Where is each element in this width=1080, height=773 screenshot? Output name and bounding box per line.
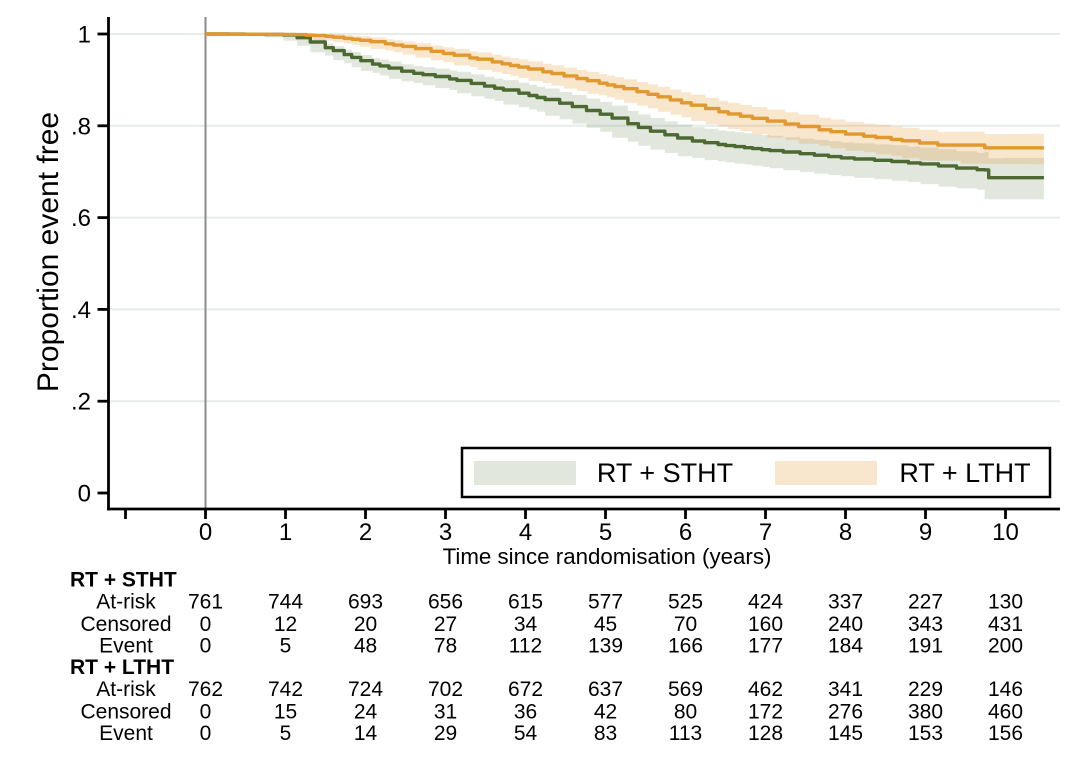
svg-text:RT + STHT: RT + STHT xyxy=(597,458,733,488)
svg-text:337: 337 xyxy=(828,591,863,614)
svg-text:20: 20 xyxy=(354,613,377,636)
svg-text:276: 276 xyxy=(828,701,863,724)
svg-text:672: 672 xyxy=(508,678,543,701)
svg-text:341: 341 xyxy=(828,678,863,701)
svg-text:145: 145 xyxy=(828,722,863,745)
svg-text:184: 184 xyxy=(828,635,863,658)
svg-text:80: 80 xyxy=(674,701,697,724)
svg-text:Censored: Censored xyxy=(80,701,171,724)
svg-text:Time since randomisation (year: Time since randomisation (years) xyxy=(443,544,772,569)
svg-text:10: 10 xyxy=(992,519,1019,546)
svg-text:Proportion event free: Proportion event free xyxy=(32,112,65,392)
svg-text:1: 1 xyxy=(279,519,292,546)
svg-text:70: 70 xyxy=(674,613,697,636)
svg-text:.6: .6 xyxy=(71,205,91,232)
svg-text:Event: Event xyxy=(99,635,153,658)
svg-text:172: 172 xyxy=(748,701,783,724)
svg-text:83: 83 xyxy=(594,722,617,745)
svg-text:462: 462 xyxy=(748,678,783,701)
svg-text:2: 2 xyxy=(359,519,372,546)
svg-text:At-risk: At-risk xyxy=(96,678,156,701)
svg-text:14: 14 xyxy=(354,722,378,745)
svg-text:45: 45 xyxy=(594,613,617,636)
svg-text:48: 48 xyxy=(354,635,377,658)
svg-text:5: 5 xyxy=(280,635,292,658)
svg-text:615: 615 xyxy=(508,591,543,614)
svg-text:RT + LTHT: RT + LTHT xyxy=(70,656,174,679)
svg-text:128: 128 xyxy=(748,722,783,745)
svg-text:139: 139 xyxy=(588,635,623,658)
svg-text:36: 36 xyxy=(514,701,537,724)
svg-text:146: 146 xyxy=(988,678,1023,701)
svg-text:0: 0 xyxy=(200,701,212,724)
svg-text:525: 525 xyxy=(668,591,703,614)
svg-text:762: 762 xyxy=(188,678,223,701)
svg-text:54: 54 xyxy=(514,722,538,745)
svg-text:229: 229 xyxy=(908,678,943,701)
svg-text:.4: .4 xyxy=(71,297,91,324)
svg-text:112: 112 xyxy=(509,635,542,658)
svg-text:3: 3 xyxy=(439,519,452,546)
svg-text:34: 34 xyxy=(514,613,538,636)
svg-text:0: 0 xyxy=(200,722,212,745)
svg-text:42: 42 xyxy=(594,701,617,724)
svg-text:166: 166 xyxy=(668,635,703,658)
svg-text:200: 200 xyxy=(988,635,1023,658)
svg-text:15: 15 xyxy=(274,701,297,724)
svg-text:227: 227 xyxy=(908,591,943,614)
svg-text:130: 130 xyxy=(988,591,1023,614)
svg-text:742: 742 xyxy=(268,678,303,701)
svg-text:7: 7 xyxy=(759,519,772,546)
svg-text:761: 761 xyxy=(188,591,223,614)
svg-text:569: 569 xyxy=(668,678,703,701)
svg-text:0: 0 xyxy=(200,613,212,636)
svg-text:0: 0 xyxy=(78,481,91,508)
svg-text:5: 5 xyxy=(599,519,612,546)
svg-text:24: 24 xyxy=(354,701,378,724)
svg-text:160: 160 xyxy=(748,613,783,636)
svg-text:4: 4 xyxy=(519,519,532,546)
svg-text:27: 27 xyxy=(434,613,457,636)
svg-text:153: 153 xyxy=(908,722,943,745)
svg-text:693: 693 xyxy=(348,591,383,614)
svg-text:424: 424 xyxy=(748,591,783,614)
svg-text:656: 656 xyxy=(428,591,463,614)
svg-text:12: 12 xyxy=(274,613,297,636)
svg-text:31: 31 xyxy=(434,701,457,724)
svg-text:577: 577 xyxy=(588,591,623,614)
svg-text:1: 1 xyxy=(78,22,91,49)
svg-text:380: 380 xyxy=(908,701,943,724)
svg-text:78: 78 xyxy=(434,635,457,658)
svg-text:5: 5 xyxy=(280,722,292,745)
svg-text:At-risk: At-risk xyxy=(96,591,156,614)
svg-text:240: 240 xyxy=(828,613,863,636)
svg-text:156: 156 xyxy=(988,722,1023,745)
svg-text:724: 724 xyxy=(348,678,383,701)
svg-text:.2: .2 xyxy=(71,389,91,416)
svg-text:460: 460 xyxy=(988,701,1023,724)
svg-text:702: 702 xyxy=(428,678,463,701)
svg-text:6: 6 xyxy=(679,519,692,546)
svg-text:Event: Event xyxy=(99,722,153,745)
svg-text:637: 637 xyxy=(588,678,623,701)
svg-text:RT + LTHT: RT + LTHT xyxy=(899,458,1030,488)
svg-text:744: 744 xyxy=(268,591,303,614)
svg-text:8: 8 xyxy=(839,519,852,546)
svg-text:Censored: Censored xyxy=(80,613,171,636)
svg-text:113: 113 xyxy=(669,722,702,745)
svg-text:.8: .8 xyxy=(71,113,91,140)
svg-text:0: 0 xyxy=(199,519,212,546)
svg-text:177: 177 xyxy=(748,635,783,658)
svg-text:343: 343 xyxy=(908,613,943,636)
svg-text:431: 431 xyxy=(988,613,1023,636)
svg-text:191: 191 xyxy=(908,635,943,658)
svg-text:RT + STHT: RT + STHT xyxy=(70,569,177,592)
svg-text:0: 0 xyxy=(200,635,212,658)
svg-text:9: 9 xyxy=(919,519,932,546)
svg-text:29: 29 xyxy=(434,722,457,745)
